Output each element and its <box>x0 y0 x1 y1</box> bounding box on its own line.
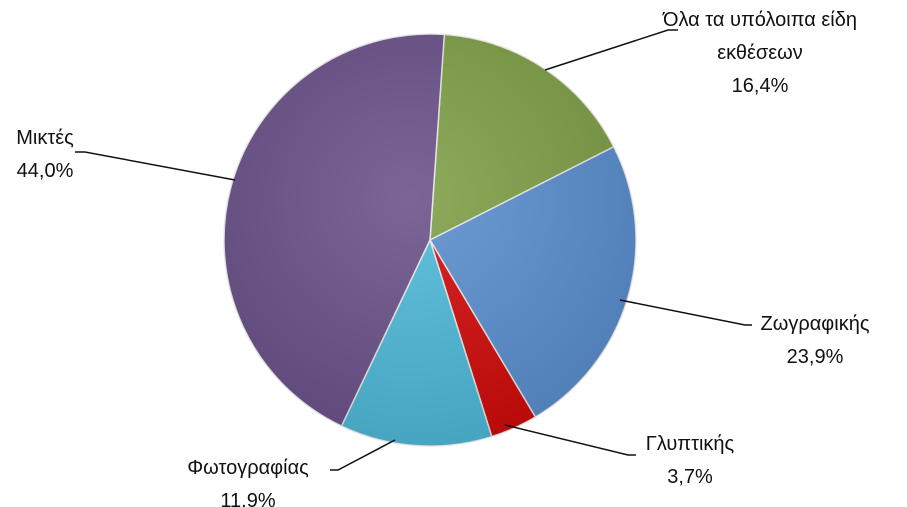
value-label: 23,9% <box>786 346 844 368</box>
value-label: 16,4% <box>731 75 789 97</box>
category-label: Φωτογραφίας <box>187 457 309 479</box>
slice-label: Γλυπτικής 3,7% <box>585 428 795 494</box>
leader-line <box>75 151 236 181</box>
leader-line <box>330 439 396 471</box>
category-label: Μικτές <box>16 127 74 149</box>
category-label: Όλα τα υπόλοιπα είδη εκθέσεων <box>662 9 858 64</box>
leader-line <box>504 424 636 456</box>
slice-label: Φωτογραφίας 11,9% <box>143 452 353 507</box>
leader-line <box>619 299 752 326</box>
value-label: 11,9% <box>220 490 276 507</box>
slice-label: Ζωγραφικής 23,9% <box>710 308 907 374</box>
slice-label: Μικτές 44,0% <box>0 122 150 188</box>
slice-label: Όλα τα υπόλοιπα είδη εκθέσεων 16,4% <box>655 4 865 103</box>
value-label: 3,7% <box>667 466 713 488</box>
category-label: Γλυπτικής <box>645 433 735 455</box>
leader-line <box>544 29 678 71</box>
category-label: Ζωγραφικής <box>760 313 870 335</box>
value-label: 44,0% <box>16 160 74 182</box>
